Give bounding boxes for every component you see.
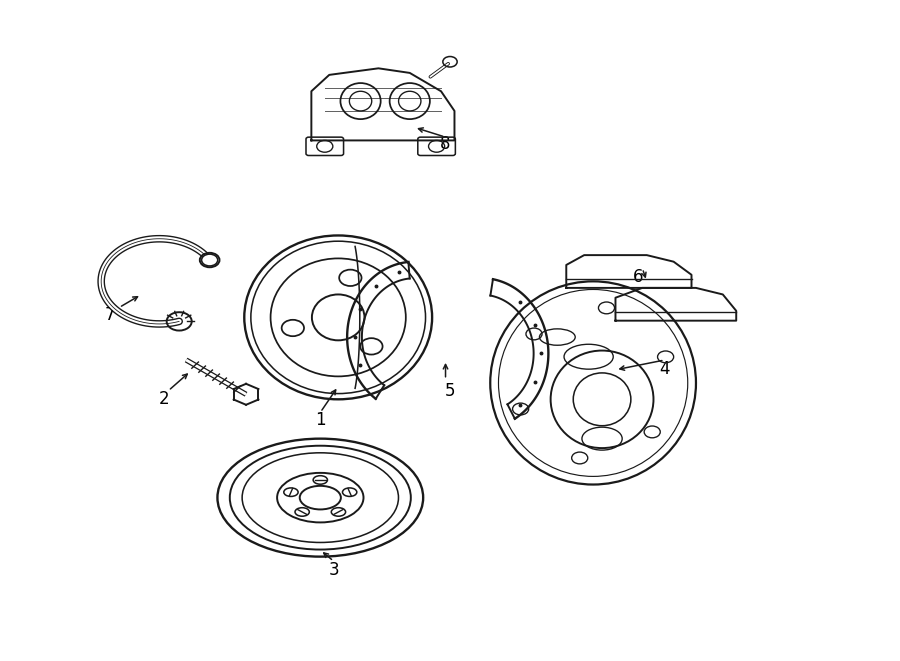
Text: 2: 2: [158, 390, 169, 408]
Text: 3: 3: [328, 561, 339, 579]
Text: 6: 6: [633, 268, 643, 286]
Text: 4: 4: [660, 360, 670, 377]
Text: 7: 7: [105, 307, 115, 325]
Text: 1: 1: [315, 411, 326, 429]
Text: 8: 8: [440, 135, 451, 153]
Text: 5: 5: [445, 382, 455, 400]
Circle shape: [202, 254, 218, 266]
